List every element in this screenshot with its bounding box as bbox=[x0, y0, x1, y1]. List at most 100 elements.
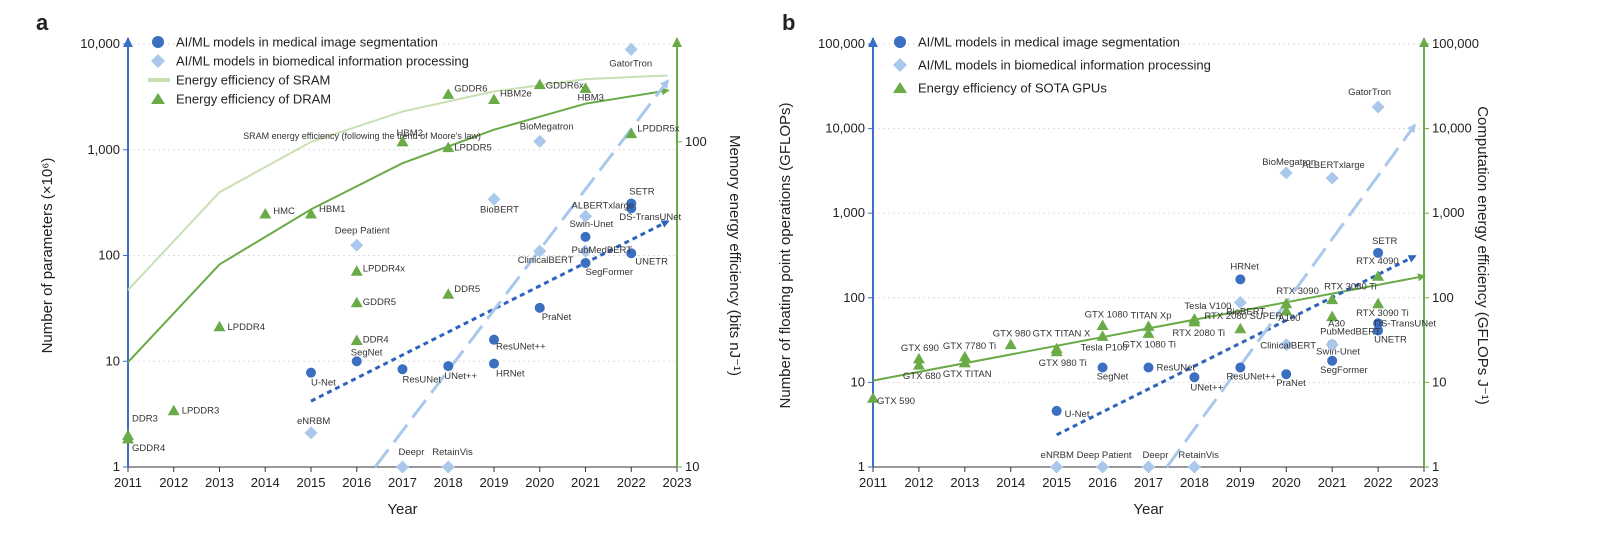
point-label-rtx-4090: RTX 4090 bbox=[1356, 256, 1399, 267]
point-label-ddr3: DDR3 bbox=[132, 413, 158, 424]
point-lpddr4 bbox=[213, 320, 226, 332]
point-label-unetr: UNETR bbox=[635, 256, 668, 267]
point-unet bbox=[443, 361, 454, 372]
legend-marker-circle bbox=[152, 36, 164, 48]
x-tick-label: 2018 bbox=[1180, 475, 1209, 490]
point-lpddr5 bbox=[442, 141, 455, 153]
legend-label: Energy efficiency of SRAM bbox=[176, 73, 330, 88]
point-deep-patient bbox=[350, 238, 364, 252]
point-label-lpddr4x: LPDDR4x bbox=[363, 263, 405, 274]
point-label-pranet: PraNet bbox=[542, 312, 572, 323]
y2-axis-title: Memory energy efficiency (bits nJ⁻¹) bbox=[726, 135, 743, 376]
point-segformer bbox=[1327, 355, 1338, 366]
point-biomegatron bbox=[1279, 166, 1293, 180]
point-label-segnet: SegNet bbox=[351, 347, 383, 358]
point-gatortron bbox=[1371, 100, 1385, 114]
legend-marker-triangle bbox=[151, 93, 165, 104]
point-rtx-3090 bbox=[1280, 297, 1293, 309]
trend-line-segmentation-trend bbox=[310, 220, 670, 403]
point-gtx-980 bbox=[1004, 338, 1017, 350]
point-label-a100: A100 bbox=[1278, 313, 1300, 324]
point-label-biomegatron: BioMegatron bbox=[520, 121, 574, 132]
point-a30 bbox=[1326, 310, 1339, 322]
point-resunet bbox=[489, 334, 499, 345]
point-label-segnet: SegNet bbox=[1097, 372, 1129, 383]
point-clinicalbert bbox=[533, 244, 547, 258]
point-label-u-net: U-Net bbox=[311, 378, 336, 389]
point-label-gatortron: GatorTron bbox=[1348, 87, 1391, 98]
x-tick-label: 2022 bbox=[1364, 475, 1393, 490]
point-gtx-1080-ti bbox=[1142, 327, 1155, 338]
legend-marker-diamond bbox=[893, 58, 907, 72]
point-label-hbm3: HBM3 bbox=[578, 92, 604, 103]
point-biomegatron bbox=[533, 134, 547, 148]
point-gddr6x bbox=[533, 78, 546, 90]
point-hbm1 bbox=[305, 208, 317, 219]
point-label-resunet: ResUNet++ bbox=[496, 342, 546, 353]
x-tick-label: 2013 bbox=[205, 475, 234, 490]
point-u-net bbox=[306, 367, 316, 378]
point-label-segformer: SegFormer bbox=[586, 267, 634, 278]
x-tick-label: 2018 bbox=[434, 475, 463, 490]
point-ddr5 bbox=[442, 288, 455, 299]
trend-line-segmentation-trend bbox=[1056, 254, 1417, 437]
point-titan-xp bbox=[1142, 320, 1155, 331]
point-hrnet bbox=[489, 358, 499, 369]
point-label-hbm2e: HBM2e bbox=[500, 88, 532, 99]
point-rtx-3080-ti bbox=[1326, 293, 1339, 305]
y2-tick-label: 100 bbox=[685, 134, 707, 149]
trend-line-dram-trend bbox=[127, 87, 670, 363]
point-label-ds-transunet: DS-TransUNet bbox=[1374, 318, 1436, 329]
point-unetr bbox=[626, 248, 637, 259]
y-tick-label: 1,000 bbox=[832, 205, 865, 220]
point-label-ddr5: DDR5 bbox=[454, 284, 480, 295]
point-hbm2 bbox=[396, 135, 409, 147]
point-resunet bbox=[1235, 362, 1246, 373]
point-label-rtx-2080-super: RTX 2080 SUPER bbox=[1204, 311, 1282, 322]
point-label-resunet: ResUNet bbox=[1157, 363, 1196, 374]
legend-label: AI/ML models in biomedical information p… bbox=[176, 54, 469, 69]
point-rtx-2080-super bbox=[1234, 322, 1247, 334]
point-unet bbox=[1189, 372, 1200, 383]
point-label-rtx-3080-ti: RTX 3080 Ti bbox=[1324, 282, 1377, 293]
x-tick-label: 2016 bbox=[342, 475, 371, 490]
point-label-ds-transunet: DS-TransUNet bbox=[619, 212, 681, 223]
point-label-deep-patient: Deep Patient bbox=[1077, 450, 1132, 461]
point-swin-unet bbox=[580, 231, 591, 242]
point-resunet bbox=[1143, 362, 1154, 373]
point-gddr6 bbox=[442, 88, 455, 99]
point-label-lpddr5x: LPDDR5x bbox=[637, 124, 679, 135]
point-label-biomegatron: BioMegatron bbox=[1262, 157, 1316, 168]
y-tick-label: 10,000 bbox=[80, 36, 120, 51]
y2-tick-label: 100 bbox=[1432, 290, 1454, 305]
point-label-gddr6x: GDDR6x bbox=[546, 81, 584, 92]
x-tick-label: 2023 bbox=[1410, 475, 1439, 490]
point-ds-transunet bbox=[1373, 318, 1384, 329]
point-label-hrnet: HRNet bbox=[1230, 261, 1259, 272]
point-enrbm bbox=[304, 426, 318, 440]
legend-marker-diamond bbox=[151, 54, 165, 68]
point-label-hrnet: HRNet bbox=[496, 369, 525, 380]
point-label-u-net: U-Net bbox=[1065, 409, 1090, 420]
point-label-unet: UNet++ bbox=[444, 371, 477, 382]
point-pranet bbox=[1281, 369, 1292, 380]
series-energy-efficiency-of-dram: DDR3 GDDR4 LPDDR3 LPDDR4 HMC HBM1 LPDDR4x GDDR5… bbox=[122, 78, 680, 454]
point-label-rtx-3090-ti: RTX 3090 Ti bbox=[1356, 308, 1409, 319]
point-label-titan-xp: TITAN Xp bbox=[1131, 310, 1172, 321]
legend-marker-triangle bbox=[893, 82, 907, 93]
x-tick-label: 2014 bbox=[251, 475, 280, 490]
x-tick-label: 2012 bbox=[904, 475, 933, 490]
y-tick-label: 1,000 bbox=[87, 142, 120, 157]
point-label-unet: UNet++ bbox=[1190, 382, 1223, 393]
point-segnet bbox=[351, 356, 362, 367]
point-hrnet bbox=[1235, 274, 1246, 285]
y-axis-title: Number of parameters (×10⁶) bbox=[39, 158, 56, 354]
y2-tick-label: 1,000 bbox=[1432, 205, 1465, 220]
point-setr bbox=[1373, 247, 1384, 258]
point-label-biobert: BioBERT bbox=[480, 204, 519, 215]
point-label-ddr4: DDR4 bbox=[363, 334, 389, 345]
point-label-albertxlarge: ALBERTxlarge bbox=[1302, 160, 1365, 171]
point-label-pubmedbert: PubMedBERT bbox=[572, 245, 633, 256]
point-label-gtx-titan: GTX TITAN bbox=[943, 369, 992, 380]
x-tick-label: 2017 bbox=[1134, 475, 1163, 490]
